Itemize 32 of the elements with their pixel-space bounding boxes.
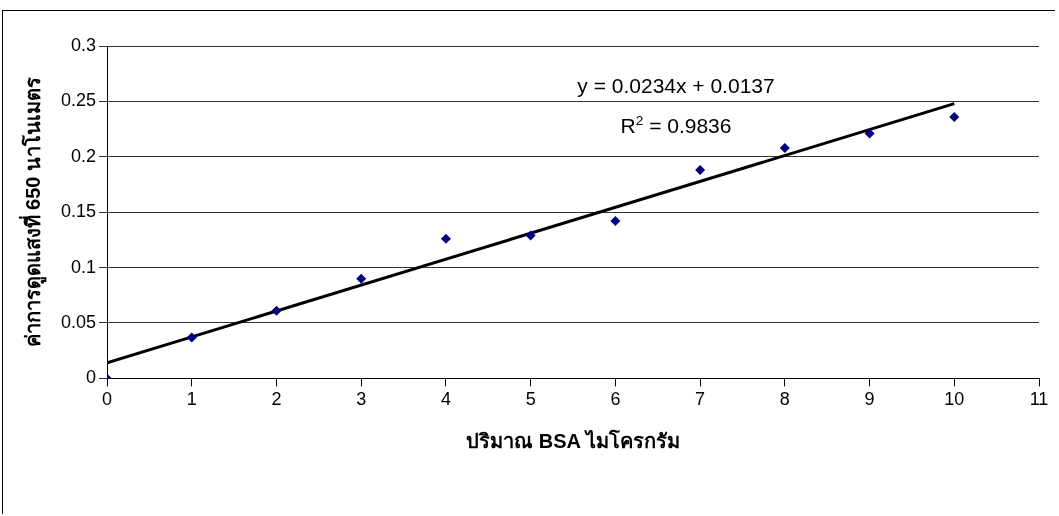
x-tick-label: 6 xyxy=(610,389,621,410)
x-tick-label: 10 xyxy=(944,389,965,410)
point xyxy=(610,216,621,227)
x-tick-label: 7 xyxy=(695,389,706,410)
y-tick-label: 0.25 xyxy=(60,90,97,111)
x-tick-label: 11 xyxy=(1029,389,1049,410)
x-tick-label: 9 xyxy=(864,389,875,410)
y-tick-label: 0.3 xyxy=(71,34,97,55)
point xyxy=(271,305,282,316)
x-tick-label: 1 xyxy=(186,389,197,410)
x-tick-label: 2 xyxy=(271,389,282,410)
point xyxy=(186,332,197,343)
y-tick-label: 0.1 xyxy=(71,256,97,277)
x-axis-title: ปริมาณ BSA ไมโครกรัม xyxy=(466,428,680,452)
x-tick-label: 4 xyxy=(440,389,451,410)
point xyxy=(695,165,706,176)
x-tick-label: 0 xyxy=(102,389,113,410)
point xyxy=(356,273,367,284)
point xyxy=(440,233,451,244)
point xyxy=(949,111,960,122)
annotation: y = 0.0234x + 0.0137 xyxy=(577,74,775,97)
y-tick-label: 0.05 xyxy=(60,311,97,332)
point xyxy=(779,142,790,153)
y-axis-title: ค่าการดูดแสงที่ 650 นาโนเมตร xyxy=(17,76,47,348)
y-tick-label: 0.2 xyxy=(71,145,97,166)
point xyxy=(525,230,536,241)
y-tick-label: 0.15 xyxy=(60,201,97,222)
y-tick-label: 0 xyxy=(86,367,97,388)
point xyxy=(864,128,875,139)
x-tick-label: 8 xyxy=(779,389,790,410)
x-tick-label: 3 xyxy=(356,389,367,410)
x-tick-label: 5 xyxy=(525,389,536,410)
